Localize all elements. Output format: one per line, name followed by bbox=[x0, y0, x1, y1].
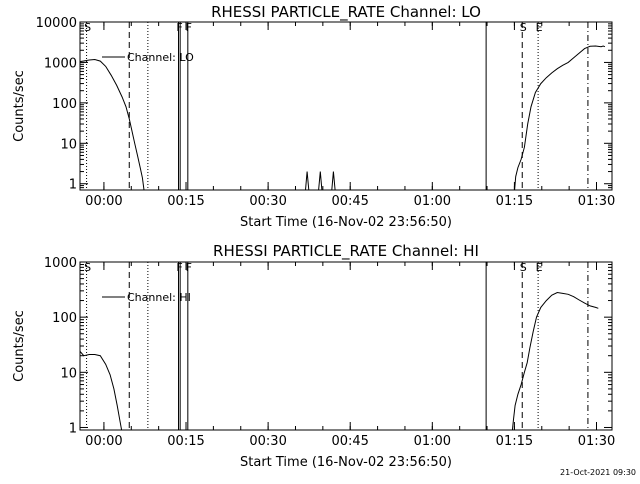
x-tick-label: 00:45 bbox=[331, 434, 368, 449]
y-tick-label: 1000 bbox=[44, 256, 77, 271]
y-tick-label: 1000 bbox=[44, 56, 77, 71]
chart-title: RHESSI PARTICLE_RATE Channel: LO bbox=[211, 3, 481, 22]
time-marker-label: F bbox=[176, 261, 182, 274]
series-group bbox=[80, 45, 606, 190]
panel-lo: RHESSI PARTICLE_RATE Channel: LO 00:00 00:… bbox=[12, 3, 615, 230]
x-tick-label: 00:00 bbox=[85, 434, 122, 449]
y-tick-label: 1 bbox=[69, 421, 77, 436]
time-marker-label: E bbox=[536, 261, 543, 274]
chart-title: RHESSI PARTICLE_RATE Channel: HI bbox=[213, 242, 479, 261]
x-tick-label: 00:30 bbox=[249, 434, 286, 449]
x-tick-label: 00:15 bbox=[167, 194, 204, 209]
time-marker-label: S bbox=[84, 21, 91, 34]
x-tick-label: 01:15 bbox=[496, 194, 533, 209]
series-line bbox=[318, 171, 323, 190]
y-tick-label: 10 bbox=[60, 137, 77, 152]
y-axis-label: Counts/sec bbox=[12, 310, 27, 382]
series-line bbox=[511, 291, 599, 430]
y-axis-label: Counts/sec bbox=[12, 70, 27, 142]
x-tick-label: 01:00 bbox=[414, 194, 451, 209]
plot-frame bbox=[79, 21, 613, 191]
x-tick-label: 00:15 bbox=[167, 434, 204, 449]
series-line bbox=[331, 171, 336, 190]
x-axis-label: Start Time (16-Nov-02 23:56:50) bbox=[240, 455, 452, 470]
y-tick-label: 10 bbox=[60, 366, 77, 381]
x-tick-label: 01:15 bbox=[496, 434, 533, 449]
time-marker-label: F bbox=[176, 21, 182, 34]
x-tick-label: 00:30 bbox=[249, 194, 286, 209]
time-marker-label: S bbox=[520, 21, 527, 34]
series-line bbox=[514, 45, 606, 190]
y-tick-label: 100 bbox=[52, 311, 77, 326]
legend-label: Channel: HI bbox=[127, 291, 191, 304]
x-tick-label: 01:00 bbox=[414, 434, 451, 449]
x-tick-label: 00:00 bbox=[85, 194, 122, 209]
series-line bbox=[305, 171, 310, 190]
y-tick-label: 1 bbox=[69, 178, 77, 193]
date-stamp: 21-Oct-2021 09:30 bbox=[560, 468, 636, 477]
x-tick-label: 01:30 bbox=[578, 434, 615, 449]
time-marker-label: F bbox=[186, 261, 192, 274]
panel-hi: RHESSI PARTICLE_RATE Channel: HI 00:00 00:… bbox=[12, 242, 615, 470]
y-tick-label: 100 bbox=[52, 97, 77, 112]
legend-label: Channel: LO bbox=[127, 51, 194, 64]
time-marker-label: S bbox=[84, 261, 91, 274]
time-marker-label: S bbox=[520, 261, 527, 274]
y-tick-label: 10000 bbox=[36, 16, 77, 31]
x-axis-label: Start Time (16-Nov-02 23:56:50) bbox=[240, 215, 452, 230]
series-line bbox=[80, 58, 145, 190]
series-group bbox=[80, 291, 599, 430]
plot-frame bbox=[79, 261, 613, 431]
time-marker-label: E bbox=[536, 21, 543, 34]
x-tick-label: 00:45 bbox=[331, 194, 368, 209]
x-tick-label: 01:30 bbox=[578, 194, 615, 209]
time-marker-label: F bbox=[186, 21, 192, 34]
series-line bbox=[80, 350, 123, 430]
